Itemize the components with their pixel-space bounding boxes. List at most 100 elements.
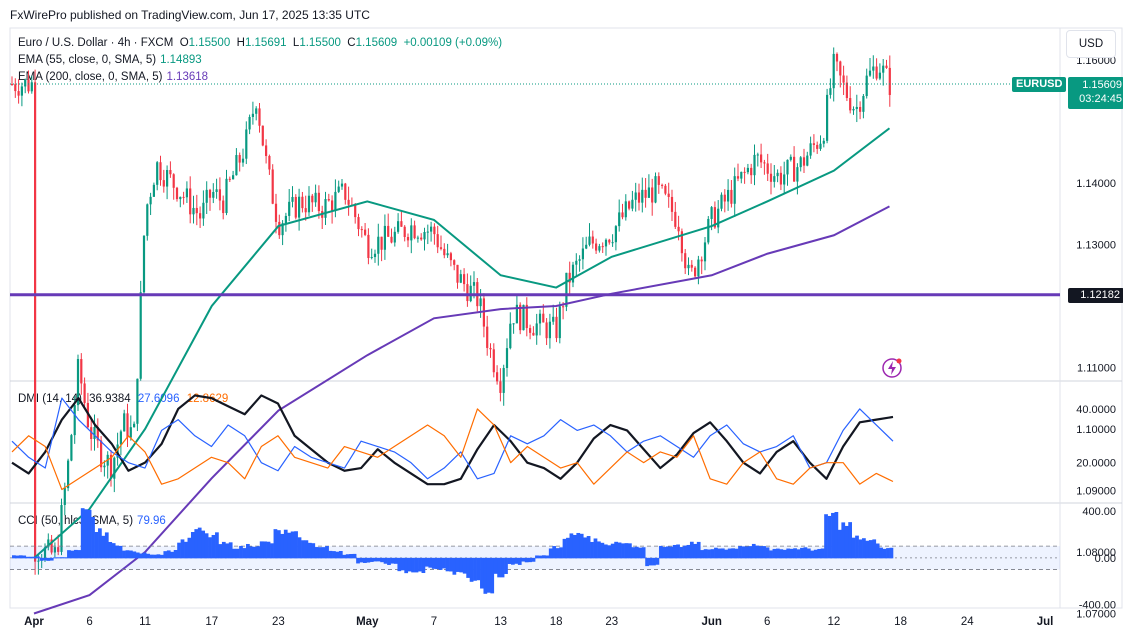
candle-body xyxy=(684,253,687,269)
cci-bar xyxy=(132,551,137,559)
cci-bar xyxy=(87,509,92,559)
cci-bar xyxy=(232,548,236,559)
cci-bar xyxy=(621,543,625,559)
cci-bar xyxy=(851,537,856,559)
candle-body xyxy=(416,237,419,239)
cci-bar xyxy=(507,557,512,564)
cci-bar xyxy=(445,557,450,572)
ema200-legend[interactable]: EMA (200, close, 0, SMA, 5) 1.13618 xyxy=(18,71,209,83)
cci-bar xyxy=(662,547,667,559)
cci-bar xyxy=(751,543,756,559)
cci-bar xyxy=(676,544,680,559)
cci-bar xyxy=(414,557,419,573)
candle-body xyxy=(713,207,716,228)
candle-body xyxy=(146,204,149,236)
flash-alert-icon[interactable] xyxy=(881,357,903,379)
cci-bar xyxy=(490,557,495,594)
candle-body xyxy=(608,239,611,243)
cci-bar xyxy=(497,557,501,578)
candle-body xyxy=(641,189,644,203)
cci-histogram xyxy=(12,508,894,594)
candle-body xyxy=(760,154,763,163)
cci-bar xyxy=(597,541,601,559)
cci-bar xyxy=(73,549,78,559)
candle-body xyxy=(245,129,248,159)
candle-body xyxy=(212,191,215,198)
candle-body xyxy=(779,172,782,185)
candle-body xyxy=(314,192,317,203)
candle-body xyxy=(717,208,720,228)
cci-bar xyxy=(469,557,474,582)
ema55-legend[interactable]: EMA (55, close, 0, SMA, 5) 1.14893 xyxy=(18,54,202,66)
cci-bar xyxy=(190,531,195,559)
cci-bar xyxy=(77,550,82,559)
candle-body xyxy=(169,169,172,175)
cci-bar xyxy=(548,548,553,559)
candle-body xyxy=(327,199,330,201)
candle-body xyxy=(628,201,631,209)
cci-bar xyxy=(418,557,422,572)
symbol-tag: EURUSD xyxy=(1012,77,1067,93)
candle-body xyxy=(284,215,287,224)
cci-bar xyxy=(283,529,288,559)
cci-bar xyxy=(717,548,722,559)
candle-body xyxy=(93,426,96,440)
time-tick-label: 12 xyxy=(828,616,841,628)
cci-bar xyxy=(98,528,102,559)
cci-bar xyxy=(115,545,119,559)
cci-bar xyxy=(60,557,64,559)
cci-bar xyxy=(166,550,171,559)
candle-body xyxy=(512,323,515,325)
cci-bar xyxy=(338,550,343,559)
currency-button[interactable]: USD xyxy=(1066,30,1116,58)
cci-bar xyxy=(765,547,770,559)
candle-body xyxy=(331,200,334,212)
cci-bar xyxy=(407,557,412,572)
cci-bar xyxy=(806,548,811,559)
cci-bar xyxy=(42,557,47,561)
candle-body xyxy=(439,247,443,249)
dmi-tick-label: 40.0000 xyxy=(1076,404,1116,416)
price-tick-label: 1.16000 xyxy=(1076,55,1116,67)
candle-body xyxy=(644,189,647,198)
candle-body xyxy=(595,243,598,251)
time-tick-label: 6 xyxy=(86,616,92,628)
candle-body xyxy=(63,488,66,505)
cci-bar xyxy=(741,546,746,559)
cci-bar xyxy=(122,550,126,559)
candle-body xyxy=(446,253,449,256)
candle-body xyxy=(789,156,792,160)
candle-body xyxy=(43,547,47,560)
candle-body xyxy=(505,348,509,368)
cci-bar xyxy=(449,557,453,572)
candle-body xyxy=(882,65,885,73)
time-tick-label: Jun xyxy=(701,616,721,628)
candle-body xyxy=(202,202,205,219)
cci-bar xyxy=(452,557,457,575)
cci-bar xyxy=(600,542,605,559)
candle-body xyxy=(519,304,522,331)
candle-body xyxy=(103,465,106,468)
cci-bar xyxy=(645,557,649,567)
candle-body xyxy=(687,264,690,269)
candle-body xyxy=(614,226,617,243)
cci-bar xyxy=(108,541,113,559)
candle-body xyxy=(113,457,116,479)
candle-body xyxy=(542,313,545,323)
cci-bar xyxy=(538,555,543,559)
candle-body xyxy=(109,454,113,479)
cci-bar xyxy=(462,557,467,574)
cci-bar xyxy=(80,508,85,559)
cci-bar xyxy=(848,522,853,559)
candle-body xyxy=(855,106,858,109)
cci-bar xyxy=(524,557,529,563)
candle-body xyxy=(90,427,93,440)
cci-bar xyxy=(569,533,574,559)
candle-body xyxy=(740,171,743,179)
cci-bar xyxy=(817,548,822,559)
candle-body xyxy=(552,316,555,322)
cci-bar xyxy=(235,548,240,559)
cci-bar xyxy=(56,557,61,559)
candle-body xyxy=(862,96,865,112)
